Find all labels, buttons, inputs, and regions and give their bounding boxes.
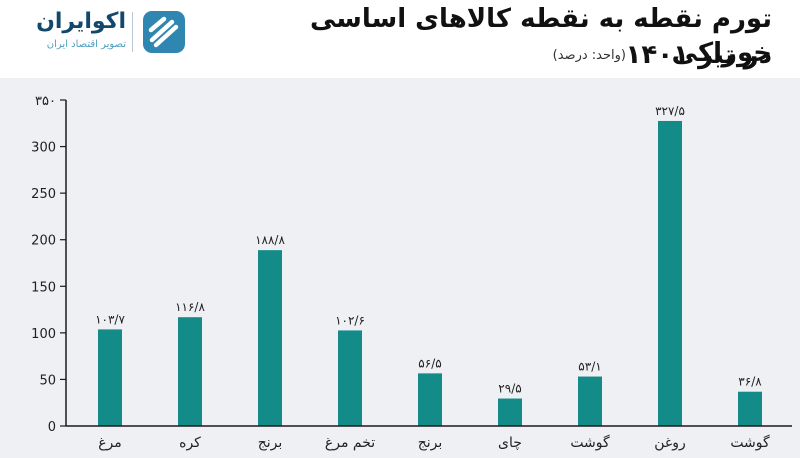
bar[interactable]	[258, 250, 282, 426]
y-tick-label: 0	[48, 420, 56, 435]
bar-value-label: ۵۳/۱	[578, 360, 601, 374]
y-tick-label: 200	[31, 234, 56, 249]
category-label: کره	[179, 435, 201, 451]
brand-logo[interactable]: اکوایران تصویر اقتصاد ایران	[14, 6, 194, 56]
bar[interactable]	[658, 120, 682, 426]
bars	[98, 120, 762, 426]
category-label: برنج	[418, 435, 443, 451]
bar[interactable]	[338, 330, 362, 426]
category-label: چای	[498, 435, 522, 451]
bar[interactable]	[578, 376, 602, 426]
y-tick-label: 150	[31, 280, 56, 295]
unit-label: (واحد: درصد)	[552, 48, 626, 63]
y-tick-label: ۳۵۰	[35, 94, 56, 109]
bar-value-label: ۳۶/۸	[738, 375, 762, 389]
header: اکوایران تصویر اقتصاد ایران تورم نقطه به…	[0, 0, 800, 78]
category-label: روغن	[654, 435, 686, 451]
category-label: برنج	[258, 435, 283, 451]
bar-value-label: ۱۰۳/۷	[95, 312, 125, 326]
bar-value-label: ۱۸۸/۸	[255, 233, 285, 247]
bar[interactable]	[98, 329, 122, 426]
brand-name: اکوایران	[36, 9, 126, 34]
bar-value-label: ۳۲۷/۵	[655, 104, 685, 118]
bar-value-label: ۱۱۶/۸	[175, 300, 205, 314]
category-labels: مرغ کره برنج تخم مرغ برنج چای گوشت روغن گوشت	[98, 434, 770, 451]
bar[interactable]	[178, 317, 202, 426]
brand-tagline: تصویر اقتصاد ایران	[46, 39, 126, 50]
chart-title: تورم نقطه به نقطه کالاهای اساسی خوراکی	[310, 4, 772, 68]
bar[interactable]	[498, 398, 522, 426]
brand-mark-icon	[143, 11, 185, 53]
category-label: گوشت	[730, 434, 770, 451]
category-label: تخم مرغ	[325, 435, 375, 451]
category-label: گوشت	[570, 434, 610, 451]
bar-value-label: ۲۹/۵	[498, 382, 521, 396]
chart-title-line2: در تیر ۱۴۰۱	[625, 40, 772, 70]
logo-divider	[132, 12, 133, 52]
bar-value-label: ۵۶/۵	[418, 356, 441, 370]
y-tick-label: 300	[31, 141, 56, 156]
y-tick-label: 100	[31, 327, 56, 342]
y-axis-ticks: 0 50 100 150 200 250 300 ۳۵۰	[31, 94, 66, 435]
bar-value-label: ۱۰۲/۶	[335, 313, 365, 327]
bar[interactable]	[418, 373, 442, 426]
category-label: مرغ	[98, 435, 122, 451]
bar-value-labels: ۱۰۳/۷ ۱۱۶/۸ ۱۸۸/۸ ۱۰۲/۶ ۵۶/۵ ۲۹/۵ ۵۳/۱ ۳۲۷/۵ ۳۶/…	[95, 104, 762, 396]
y-tick-label: 250	[31, 187, 56, 202]
bar[interactable]	[738, 391, 762, 426]
y-tick-label: 50	[39, 373, 56, 388]
